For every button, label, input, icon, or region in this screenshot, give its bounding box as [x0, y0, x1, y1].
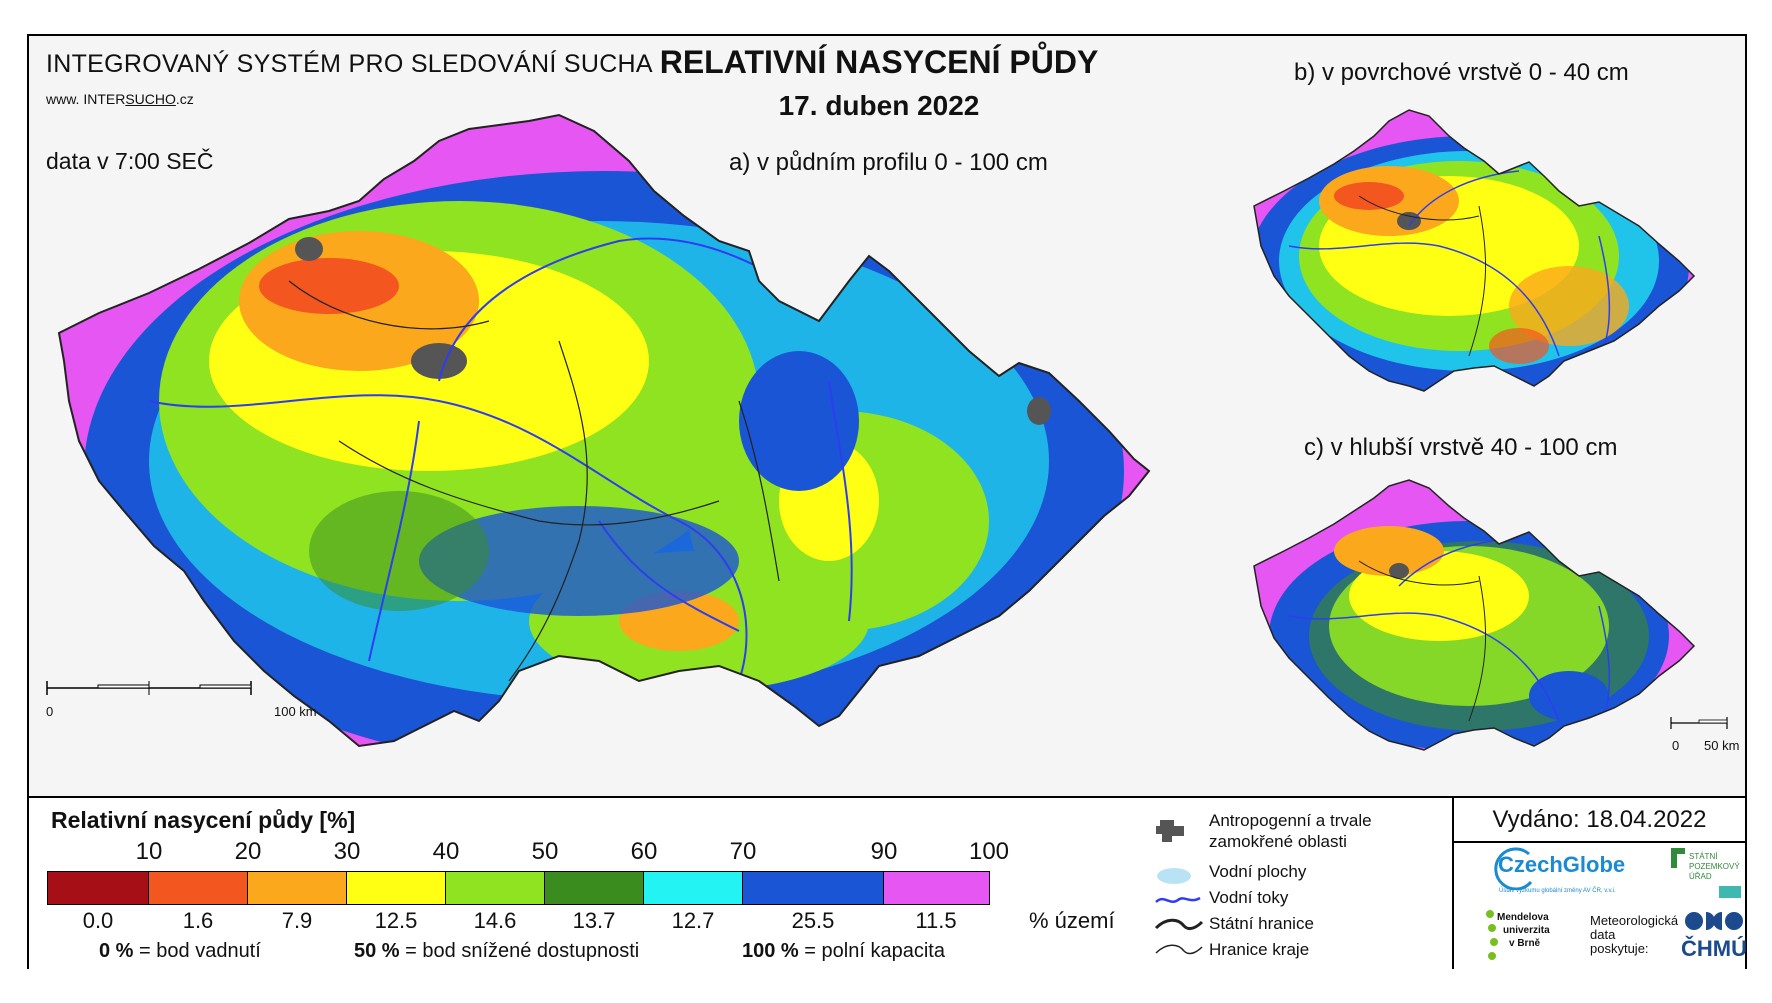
- legend-threshold: 30: [333, 838, 361, 865]
- color-bin: [347, 872, 446, 904]
- scale-c-start: 0: [1672, 738, 1680, 753]
- color-bin: [149, 872, 248, 904]
- note-capacity: 100 % = polní kapacita: [742, 940, 945, 963]
- meteo-line: poskytuje:: [1590, 941, 1649, 956]
- color-bin: [48, 872, 149, 904]
- czechglobe-logo: CzechGlobe: [1498, 852, 1626, 877]
- map-c-title: c) v hlubší vrstvě 40 - 100 cm: [1304, 434, 1618, 461]
- spu-line: POZEMKOVÝ: [1689, 862, 1740, 871]
- czechglobe-subtitle: Ústav výzkumu globální změny AV ČR, v.v.…: [1499, 888, 1616, 894]
- state-border-icon: [1154, 918, 1204, 930]
- note-value: 0 %: [99, 940, 134, 962]
- note-value: 100 %: [742, 940, 799, 962]
- color-bin: [644, 872, 743, 904]
- area-percent: 11.5: [915, 908, 957, 933]
- legend-threshold: 20: [234, 838, 262, 865]
- area-percent: 13.7: [572, 908, 616, 933]
- area-percent: 7.9: [281, 908, 313, 933]
- area-percent: 14.6: [473, 908, 517, 933]
- url-underlined: SUCHO: [125, 91, 176, 107]
- scale-bar-a: [46, 681, 252, 695]
- color-bin: [545, 872, 644, 904]
- region-border-icon: [1155, 944, 1203, 955]
- chmu-logo-icon: [1685, 912, 1743, 930]
- legend-title: Relativní nasycení půdy [%]: [51, 807, 356, 833]
- scale-a-start: 0: [46, 704, 54, 719]
- url-suffix: .cz: [175, 91, 194, 107]
- data-time-label: data v 7:00 SEČ: [46, 148, 214, 174]
- spu-logo-icon: [1671, 848, 1685, 868]
- legend-threshold: 70: [729, 838, 757, 865]
- legend-threshold: 40: [432, 838, 460, 865]
- legend-threshold: 60: [630, 838, 658, 865]
- spu-logo: STÁTNÍ POZEMKOVÝ ÚŘAD: [1689, 852, 1740, 882]
- map-a-title: a) v půdním profilu 0 - 100 cm: [729, 149, 1048, 176]
- area-unit: % území: [1029, 908, 1115, 933]
- note-value: 50 %: [354, 940, 400, 962]
- scale-c-end: 50 km: [1704, 738, 1740, 753]
- legend-threshold: 100: [968, 838, 1010, 865]
- legend-anthropogenic: Antropogenní a trvale zamokřené oblasti: [1209, 811, 1372, 851]
- spu-accent: [1719, 886, 1741, 898]
- spu-line: ÚŘAD: [1689, 872, 1712, 881]
- area-percent: 0.0: [82, 908, 114, 933]
- page-date: 17. duben 2022: [778, 90, 980, 121]
- anthropogenic-icon: [1156, 820, 1184, 842]
- issued-box: Vydáno: 18.04.2022: [1454, 798, 1745, 843]
- meteo-line: Meteorologická: [1590, 913, 1679, 928]
- czechglobe-logo-icon: [1494, 847, 1533, 890]
- meteo-line: data: [1590, 927, 1616, 942]
- spu-line: STÁTNÍ: [1689, 852, 1718, 861]
- page-title: RELATIVNÍ NASYCENÍ PŮDY: [659, 44, 1099, 80]
- color-scale: [47, 871, 990, 905]
- color-bin: [743, 872, 884, 904]
- issued-date: Vydáno: 18.04.2022: [1492, 806, 1707, 833]
- legend-panel: Relativní nasycení půdy [%] 10 20 30 40 …: [29, 796, 1747, 969]
- note-wilting: 0 % = bod vadnutí: [99, 940, 261, 963]
- mendel-logo-icon: [1486, 910, 1498, 960]
- mendel-logo: Mendelova univerzita v Brně: [1497, 911, 1550, 950]
- scale-a-end: 100 km: [274, 704, 317, 719]
- legend-water-bodies: Vodní plochy: [1209, 862, 1307, 881]
- map-c: [1253, 479, 1728, 751]
- system-title: INTEGROVANÝ SYSTÉM PRO SLEDOVÁNÍ SUCHA: [46, 50, 653, 78]
- divider: [1452, 798, 1454, 969]
- meteo-credit: Meteorologická data poskytuje:: [1590, 914, 1678, 956]
- map-frame: INTEGROVANÝ SYSTÉM PRO SLEDOVÁNÍ SUCHA w…: [27, 34, 1747, 969]
- legend-threshold: 50: [531, 838, 559, 865]
- note-text: = polní kapacita: [804, 940, 945, 962]
- area-percent: 25.5: [791, 908, 835, 933]
- mendel-line: Mendelova: [1497, 912, 1549, 923]
- scale-bar-c: [1670, 717, 1728, 729]
- note-text: = bod snížené dostupnosti: [405, 940, 640, 962]
- water-body-icon: [1157, 868, 1191, 884]
- mendel-line: v Brně: [1509, 938, 1541, 949]
- map-a: [46, 113, 1151, 748]
- area-percent: 1.6: [182, 908, 214, 933]
- note-reduced: 50 % = bod snížené dostupnosti: [354, 940, 639, 963]
- color-bin: [248, 872, 347, 904]
- legend-threshold: 10: [135, 838, 163, 865]
- url-prefix: www. INTER: [46, 91, 126, 107]
- color-bin: [446, 872, 545, 904]
- map-b: [1253, 109, 1696, 392]
- area-percent: 12.7: [671, 908, 715, 933]
- chmu-logo: ČHMÚ: [1681, 936, 1747, 961]
- map-b-title: b) v povrchové vrstvě 0 - 40 cm: [1294, 59, 1629, 86]
- legend-region-border: Hranice kraje: [1209, 940, 1310, 959]
- mendel-line: univerzita: [1503, 925, 1550, 936]
- legend-rivers: Vodní toky: [1209, 888, 1289, 907]
- website-url[interactable]: www. INTERSUCHO.cz: [46, 91, 194, 107]
- river-icon: [1155, 896, 1201, 903]
- legend-threshold: 90: [870, 838, 898, 865]
- legend-state-border: Státní hranice: [1209, 914, 1314, 933]
- area-percent: 12.5: [374, 908, 418, 933]
- note-text: = bod vadnutí: [139, 940, 261, 962]
- color-bin: [884, 872, 989, 904]
